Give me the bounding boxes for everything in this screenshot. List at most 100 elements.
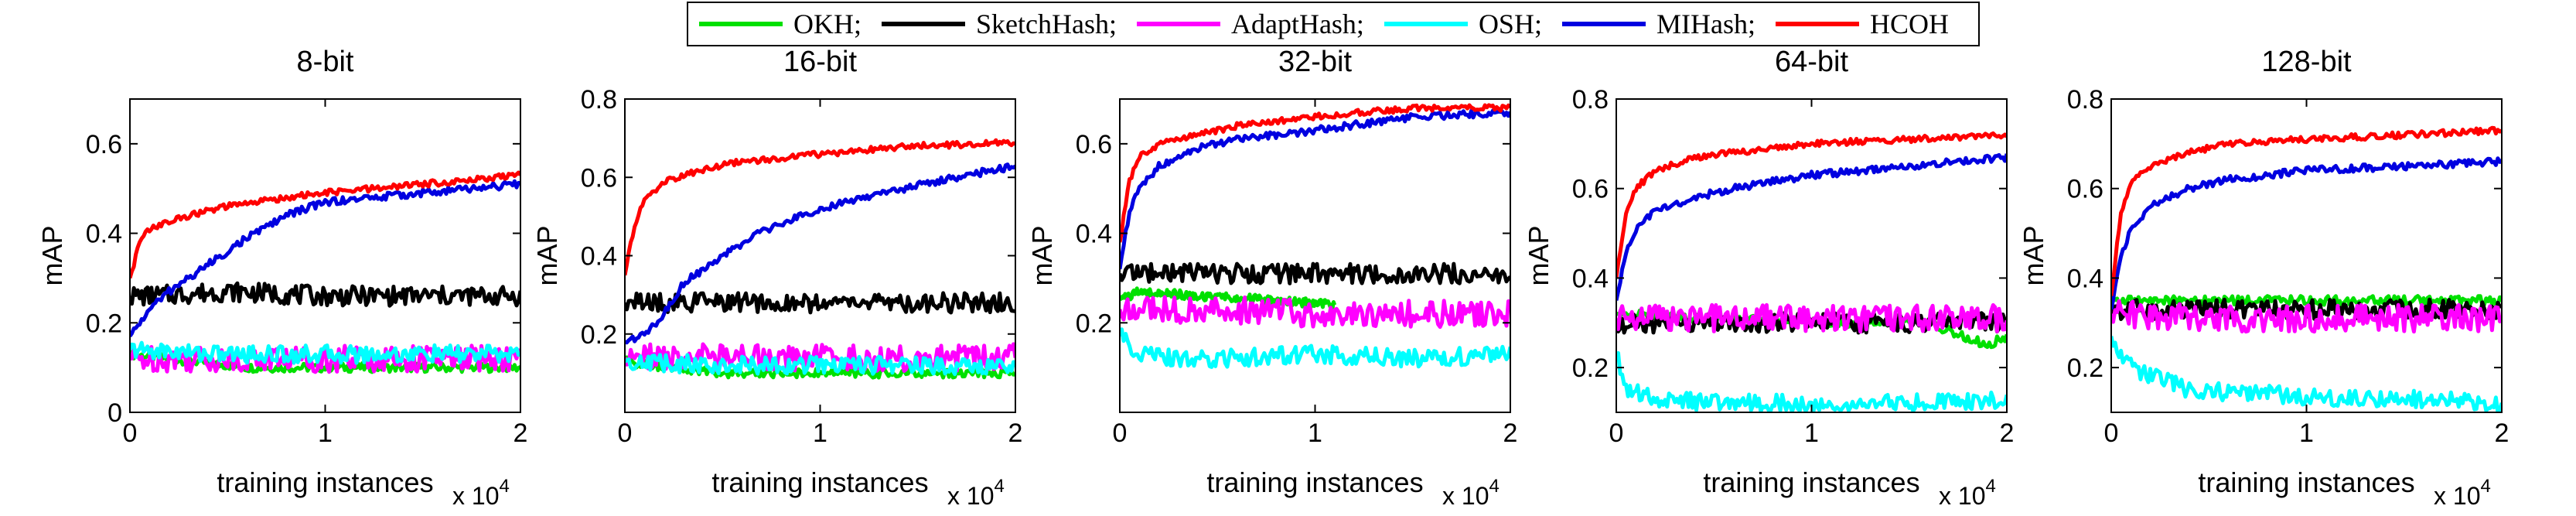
x-axis-label: training instances [1703, 466, 1919, 498]
legend-swatch [1136, 22, 1220, 26]
y-tick-label: 0.4 [2067, 264, 2103, 293]
y-axis-label: mAP [1523, 225, 1554, 285]
x-axis-multiplier: x 104 [1939, 476, 1996, 510]
legend-swatch [1384, 22, 1468, 26]
y-tick-label: 0.2 [2067, 354, 2103, 383]
y-tick-label: 0.8 [581, 85, 617, 114]
subplot-title: 32-bit [1278, 46, 1352, 78]
x-tick-label: 1 [1804, 419, 1819, 448]
subplot-title: 16-bit [783, 46, 857, 78]
series-line-hcoh [2111, 125, 2502, 296]
plot-area [2111, 125, 2502, 412]
legend-label: SketchHash; [976, 9, 1117, 39]
legend-label: MIHash; [1656, 9, 1755, 39]
x-axis-multiplier: x 104 [947, 476, 1005, 510]
legend: OKH; SketchHash; AdaptHash; OSH; MIHash; HCOH [687, 2, 1980, 46]
series-line-adapthash [625, 342, 1015, 373]
plot-area [625, 138, 1015, 380]
subplot-16-bit: 16-bit mAP training instances x 104 0 1 2 0.2 0.… [531, 46, 1022, 510]
subplot-64-bit: 64-bit mAP training instances x 104 0 1 2 0.2 0.… [1523, 46, 2014, 510]
series-line-osh [625, 353, 1015, 377]
x-tick-label: 2 [1503, 419, 1518, 448]
series-line-okh [2111, 294, 2502, 307]
legend-label: OKH; [793, 9, 862, 39]
series-line-sketchhash [625, 291, 1015, 315]
x-tick-label: 0 [618, 419, 633, 448]
x-tick-label: 2 [2000, 419, 2015, 448]
legend-item-osh: OSH; [1384, 8, 1542, 40]
x-axis-multiplier: x 104 [2434, 476, 2491, 510]
series-line-adapthash [2111, 299, 2502, 334]
y-tick-label: 0.2 [1572, 354, 1609, 383]
series-line-mihash [1616, 152, 2007, 301]
y-tick-label: 0.2 [1076, 309, 1112, 338]
series-line-mihash [2111, 156, 2502, 310]
x-tick-label: 1 [2299, 419, 2314, 448]
legend-item-sketchhash: SketchHash; [882, 8, 1117, 40]
subplot-32-bit: 32-bit mAP training instances x 104 0 1 2 0.2 0.… [1026, 46, 1517, 510]
y-axis-label: mAP [2018, 225, 2049, 285]
x-axis-label: training instances [2198, 466, 2414, 498]
y-tick-label: 0.4 [1076, 220, 1112, 249]
x-axis-label: training instances [1206, 466, 1423, 498]
y-tick-label: 0.2 [86, 309, 122, 338]
legend-swatch [882, 22, 965, 26]
series-line-adapthash [1120, 295, 1510, 330]
x-tick-label: 2 [2495, 419, 2509, 448]
y-tick-label: 0.4 [86, 220, 122, 249]
x-tick-label: 1 [813, 419, 827, 448]
series-line-okh [1120, 286, 1337, 311]
plot-area [1616, 131, 2007, 412]
series-line-sketchhash [1120, 261, 1510, 285]
legend-item-adapthash: AdaptHash; [1136, 8, 1364, 40]
series-line-adapthash [1616, 302, 2007, 334]
x-axis-label: training instances [711, 466, 928, 498]
y-axis-label: mAP [531, 225, 563, 285]
subplot-128-bit: 128-bit mAP training instances x 104 0 1 2 0.2 0… [2018, 46, 2509, 510]
series-line-hcoh [130, 170, 520, 279]
legend-swatch [1561, 22, 1646, 26]
series-line-hcoh [625, 138, 1015, 276]
x-tick-label: 2 [1008, 419, 1023, 448]
y-axis-label: mAP [36, 225, 68, 285]
subplot-title: 8-bit [297, 46, 354, 78]
y-tick-label: 0.6 [581, 163, 617, 193]
legend-label: AdaptHash; [1230, 9, 1364, 39]
series-line-hcoh [1120, 103, 1510, 243]
legend-label: HCOH [1869, 9, 1949, 39]
y-tick-label: 0.4 [1572, 264, 1609, 293]
subplot-8-bit: 8-bit mAP training instances x 104 0 1 2 0 0.2 0.… [36, 46, 527, 510]
legend-item-mihash: MIHash; [1561, 8, 1755, 40]
legend-item-hcoh: HCOH [1775, 8, 1949, 40]
y-tick-label: 0 [107, 398, 122, 428]
legend-swatch [1775, 22, 1859, 26]
legend-label: OSH; [1478, 9, 1542, 39]
x-tick-label: 0 [1609, 419, 1624, 448]
series-line-osh [2111, 336, 2502, 412]
x-tick-label: 0 [123, 419, 138, 448]
y-tick-label: 0.8 [1572, 85, 1609, 114]
y-axis-label: mAP [1026, 225, 1058, 285]
series-line-mihash [625, 162, 1015, 345]
x-tick-label: 1 [1308, 419, 1322, 448]
series-line-sketchhash [130, 281, 520, 308]
y-tick-label: 0.6 [1572, 175, 1609, 204]
legend-swatch [699, 22, 783, 26]
series-line-mihash [130, 179, 520, 338]
axes-box [2110, 98, 2503, 413]
series-line-mihash [1120, 108, 1510, 270]
x-tick-label: 0 [1113, 419, 1128, 448]
x-tick-label: 2 [513, 419, 528, 448]
axes-box [1616, 98, 2008, 413]
x-tick-label: 1 [318, 419, 333, 448]
y-tick-label: 0.2 [581, 320, 617, 350]
x-axis-multiplier: x 104 [452, 476, 510, 510]
y-tick-label: 0.6 [86, 130, 122, 159]
subplot-title: 128-bit [2261, 46, 2352, 78]
series-line-osh [130, 340, 520, 365]
series-line-osh [1120, 327, 1510, 369]
series-line-hcoh [1616, 131, 2007, 279]
y-tick-label: 0.6 [2067, 175, 2103, 204]
plot-area [130, 170, 520, 374]
